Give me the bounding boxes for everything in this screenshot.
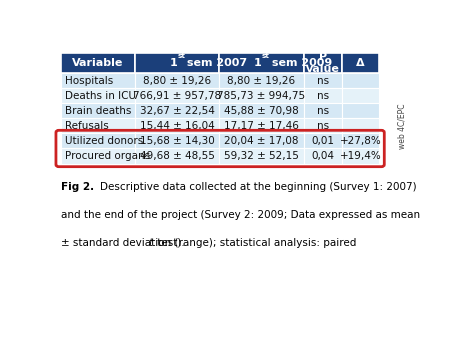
Text: st: st xyxy=(177,53,185,59)
Bar xyxy=(304,148,341,164)
Bar xyxy=(61,103,134,118)
Bar xyxy=(341,118,379,134)
Bar xyxy=(134,53,219,73)
Text: t: t xyxy=(149,238,153,248)
Bar xyxy=(341,53,379,73)
Text: Descriptive data collected at the beginning (Survey 1: 2007): Descriptive data collected at the beginn… xyxy=(87,182,416,192)
Text: Δ: Δ xyxy=(356,58,365,68)
Text: Procured organs: Procured organs xyxy=(65,151,151,161)
Text: ns: ns xyxy=(317,76,329,86)
Text: 15,44 ± 16,04: 15,44 ± 16,04 xyxy=(140,121,214,131)
Bar xyxy=(61,88,134,103)
Text: sem 2007: sem 2007 xyxy=(183,58,247,68)
Text: 8,80 ± 19,26: 8,80 ± 19,26 xyxy=(227,76,296,86)
Bar xyxy=(341,103,379,118)
Bar xyxy=(341,88,379,103)
Text: 49,68 ± 48,55: 49,68 ± 48,55 xyxy=(140,151,214,161)
Text: 20,04 ± 17,08: 20,04 ± 17,08 xyxy=(224,136,299,146)
Text: P
value: P value xyxy=(306,52,340,74)
Bar xyxy=(61,148,134,164)
Bar xyxy=(219,118,304,134)
Text: st: st xyxy=(262,53,270,59)
Text: Hospitals: Hospitals xyxy=(65,76,113,86)
Text: web 4C/EPC: web 4C/EPC xyxy=(398,104,407,149)
Text: test).: test). xyxy=(154,238,185,248)
Text: ns: ns xyxy=(317,91,329,101)
Bar xyxy=(304,134,341,148)
Bar xyxy=(61,134,134,148)
Text: 15,68 ± 14,30: 15,68 ± 14,30 xyxy=(140,136,214,146)
Text: 1: 1 xyxy=(254,58,262,68)
Text: Variable: Variable xyxy=(72,58,123,68)
Text: ns: ns xyxy=(317,106,329,116)
Bar xyxy=(134,148,219,164)
Text: 17,17 ± 17,46: 17,17 ± 17,46 xyxy=(224,121,299,131)
Bar xyxy=(341,148,379,164)
Bar xyxy=(219,134,304,148)
Text: 1: 1 xyxy=(169,58,177,68)
Text: +27,8%: +27,8% xyxy=(340,136,381,146)
Text: ± standard deviation (range); statistical analysis: paired: ± standard deviation (range); statistica… xyxy=(61,238,359,248)
Text: 0,01: 0,01 xyxy=(311,136,334,146)
Bar xyxy=(134,103,219,118)
Text: Refusals: Refusals xyxy=(65,121,109,131)
Bar xyxy=(61,73,134,88)
Bar xyxy=(341,134,379,148)
Bar xyxy=(304,88,341,103)
Bar xyxy=(134,88,219,103)
Text: and the end of the project (Survey 2: 2009; Data expressed as mean: and the end of the project (Survey 2: 20… xyxy=(61,210,420,220)
Text: Deaths in ICU: Deaths in ICU xyxy=(65,91,136,101)
Bar xyxy=(61,118,134,134)
Text: 766,91 ± 957,78: 766,91 ± 957,78 xyxy=(133,91,221,101)
Bar xyxy=(134,134,219,148)
Bar xyxy=(219,88,304,103)
Text: 59,32 ± 52,15: 59,32 ± 52,15 xyxy=(224,151,299,161)
Text: ns: ns xyxy=(317,121,329,131)
Text: Brain deaths: Brain deaths xyxy=(65,106,132,116)
Bar xyxy=(341,73,379,88)
Text: 32,67 ± 22,54: 32,67 ± 22,54 xyxy=(140,106,214,116)
Bar xyxy=(134,118,219,134)
Bar xyxy=(304,103,341,118)
Text: Fig 2.: Fig 2. xyxy=(61,182,94,192)
Bar xyxy=(219,73,304,88)
Text: 45,88 ± 70,98: 45,88 ± 70,98 xyxy=(224,106,299,116)
Text: Utilized donors: Utilized donors xyxy=(65,136,144,146)
Text: 8,80 ± 19,26: 8,80 ± 19,26 xyxy=(143,76,211,86)
Bar xyxy=(219,53,304,73)
Bar xyxy=(61,53,134,73)
Bar xyxy=(134,73,219,88)
Bar xyxy=(219,103,304,118)
Bar xyxy=(304,118,341,134)
Bar xyxy=(304,53,341,73)
Text: sem 2009: sem 2009 xyxy=(268,58,332,68)
Text: 785,73 ± 994,75: 785,73 ± 994,75 xyxy=(218,91,306,101)
Text: 0,04: 0,04 xyxy=(311,151,334,161)
Bar xyxy=(219,148,304,164)
Bar xyxy=(304,73,341,88)
Text: +19,4%: +19,4% xyxy=(340,151,381,161)
